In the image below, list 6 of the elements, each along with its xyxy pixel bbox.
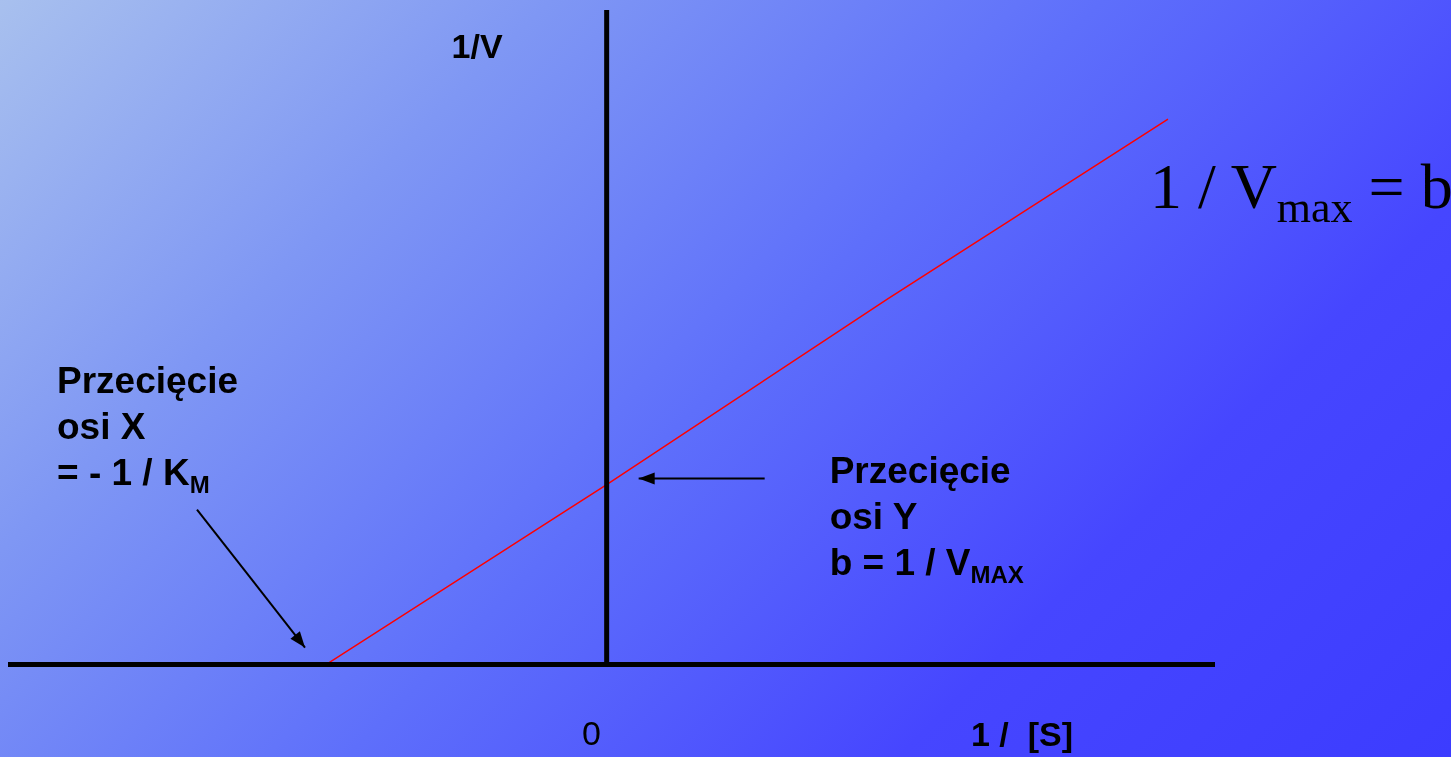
text: 0 [582, 713, 601, 754]
annotation: Przecięcie osi Y b = 1 / V$_{MAX}$ [829, 448, 1024, 591]
y-axis-title: 1/V [451, 27, 503, 66]
x-axis-title: 1 / [S] [970, 715, 1074, 754]
annotation: Przecięcie osi X = - 1 / K$_{M}$ [57, 358, 239, 501]
annotation: 1 / V$_{max}$ = b [1150, 150, 1451, 233]
